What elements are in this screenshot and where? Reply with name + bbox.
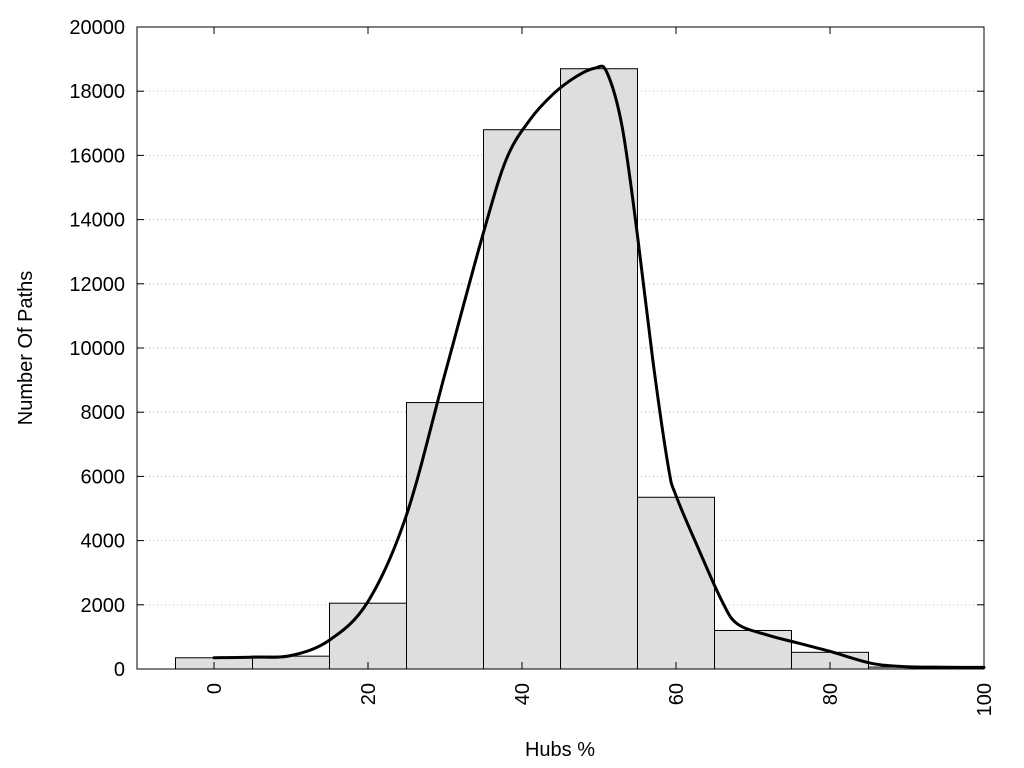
y-tick-label: 20000 <box>69 17 125 39</box>
y-axis-title: Number Of Paths <box>15 271 37 426</box>
y-tick-label: 0 <box>114 659 125 681</box>
y-tick-label: 14000 <box>69 210 125 232</box>
x-tick-label: 0 <box>204 683 226 694</box>
histogram-bar <box>406 402 484 670</box>
x-axis-title: Hubs % <box>525 739 595 761</box>
histogram-bar <box>637 496 715 670</box>
y-axis-ticks: 0 2000 4000 6000 8000 10000 12000 14000 16000 180… <box>69 17 984 681</box>
x-tick-label: 80 <box>820 683 842 705</box>
y-tick-label: 12000 <box>69 274 125 296</box>
y-tick-label: 18000 <box>69 81 125 103</box>
y-tick-label: 16000 <box>69 145 125 167</box>
x-tick-label: 60 <box>666 683 688 705</box>
y-tick-label: 10000 <box>69 338 125 360</box>
x-tick-label: 100 <box>974 683 996 716</box>
y-tick-label: 8000 <box>81 402 126 424</box>
histogram-bar <box>483 129 561 670</box>
density-curve-line <box>212 64 986 669</box>
histogram-bar <box>329 602 407 670</box>
density-curve <box>212 64 986 669</box>
bars <box>175 68 946 670</box>
histogram-bar <box>714 629 792 670</box>
x-tick-label: 40 <box>512 683 534 705</box>
x-axis-ticks: 0 20 40 60 80 100 <box>204 27 996 716</box>
histogram-bar <box>560 68 638 670</box>
y-tick-label: 6000 <box>81 466 126 488</box>
x-tick-label: 20 <box>358 683 380 705</box>
y-tick-label: 2000 <box>81 595 126 617</box>
y-tick-label: 4000 <box>81 531 126 553</box>
